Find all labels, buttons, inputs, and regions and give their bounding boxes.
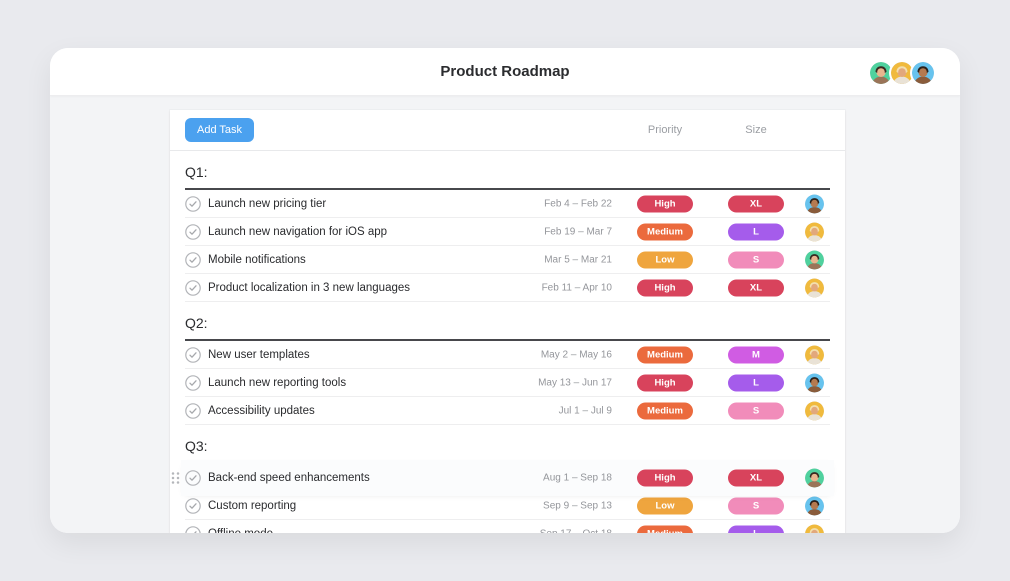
- task-row[interactable]: Launch new reporting tools May 13 – Jun 1…: [185, 369, 830, 397]
- roadmap-window: Product Roadmap Add Task Priority Size Q…: [50, 48, 960, 533]
- task-name[interactable]: Launch new reporting tools: [208, 376, 347, 389]
- priority-pill[interactable]: Medium: [637, 223, 693, 240]
- complete-check-icon[interactable]: [185, 279, 201, 296]
- complete-check-icon[interactable]: [185, 223, 201, 240]
- task-name[interactable]: Back-end speed enhancements: [208, 471, 370, 484]
- add-task-button[interactable]: Add Task: [185, 118, 255, 142]
- size-pill[interactable]: XL: [728, 279, 784, 296]
- section-label: Q3:: [185, 438, 208, 454]
- complete-check-icon[interactable]: [185, 525, 201, 533]
- assignee-avatar[interactable]: [805, 222, 824, 241]
- task-list-panel: Add Task Priority Size Q1: Launch new pri…: [170, 110, 845, 533]
- assignee-avatar[interactable]: [805, 496, 824, 515]
- size-pill[interactable]: S: [728, 251, 784, 268]
- priority-pill[interactable]: Medium: [637, 402, 693, 419]
- complete-check-icon[interactable]: [185, 497, 201, 514]
- assignee-avatar[interactable]: [805, 194, 824, 213]
- size-pill[interactable]: M: [728, 346, 784, 363]
- avatar[interactable]: [910, 60, 936, 86]
- task-row[interactable]: Accessibility updates Jul 1 – Jul 9 Medium…: [185, 397, 830, 425]
- complete-check-icon[interactable]: [185, 469, 201, 486]
- window-header: Product Roadmap: [50, 48, 960, 96]
- task-name[interactable]: Accessibility updates: [208, 404, 315, 417]
- priority-pill[interactable]: Medium: [637, 346, 693, 363]
- assignee-avatar[interactable]: [805, 373, 824, 392]
- size-column-header: Size: [745, 124, 767, 136]
- task-row[interactable]: Launch new pricing tier Feb 4 – Feb 22 Hig…: [185, 190, 830, 218]
- task-date-range[interactable]: Aug 1 – Sep 18: [543, 472, 612, 483]
- task-row[interactable]: New user templates May 2 – May 16 Medium M: [185, 341, 830, 369]
- team-avatar-stack: [868, 60, 936, 86]
- section-label: Q1:: [185, 164, 208, 180]
- assignee-avatar[interactable]: [805, 345, 824, 364]
- task-date-range[interactable]: Feb 19 – Mar 7: [544, 226, 612, 237]
- task-date-range[interactable]: Jul 1 – Jul 9: [558, 405, 612, 416]
- size-pill[interactable]: L: [728, 374, 784, 391]
- size-pill[interactable]: S: [728, 497, 784, 514]
- assignee-avatar[interactable]: [805, 250, 824, 269]
- size-pill[interactable]: XL: [728, 195, 784, 212]
- complete-check-icon[interactable]: [185, 346, 201, 363]
- section-divider: [185, 188, 830, 190]
- task-date-range[interactable]: Feb 11 – Apr 10: [541, 282, 612, 293]
- size-pill[interactable]: L: [728, 525, 784, 533]
- priority-pill[interactable]: High: [637, 374, 693, 391]
- task-date-range[interactable]: May 2 – May 16: [540, 349, 612, 360]
- priority-pill[interactable]: Low: [637, 497, 693, 514]
- task-date-range[interactable]: Feb 4 – Feb 22: [544, 198, 612, 209]
- priority-pill[interactable]: High: [637, 279, 693, 296]
- task-name[interactable]: Custom reporting: [208, 499, 297, 512]
- task-date-range[interactable]: Sep 9 – Sep 13: [543, 500, 612, 511]
- task-row[interactable]: Launch new navigation for iOS app Feb 19 …: [185, 218, 830, 246]
- size-pill[interactable]: L: [728, 223, 784, 240]
- task-name[interactable]: New user templates: [208, 348, 310, 361]
- task-row[interactable]: Custom reporting Sep 9 – Sep 13 Low S: [185, 492, 830, 520]
- priority-pill[interactable]: High: [637, 195, 693, 212]
- section-divider: [185, 339, 830, 341]
- drag-handle-icon[interactable]: [171, 471, 180, 484]
- task-date-range[interactable]: May 13 – Jun 17: [538, 377, 612, 388]
- section-divider: [185, 462, 830, 464]
- task-row[interactable]: Mobile notifications Mar 5 – Mar 21 Low S: [185, 246, 830, 274]
- size-pill[interactable]: XL: [728, 469, 784, 486]
- assignee-avatar[interactable]: [805, 278, 824, 297]
- task-row[interactable]: Offline mode Sep 17 – Oct 18 Medium L: [185, 520, 830, 533]
- assignee-avatar[interactable]: [805, 524, 824, 533]
- list-toolbar: Add Task Priority Size: [170, 110, 845, 151]
- complete-check-icon[interactable]: [185, 374, 201, 391]
- assignee-avatar[interactable]: [805, 401, 824, 420]
- task-row[interactable]: Product localization in 3 new languages F…: [185, 274, 830, 302]
- page-title: Product Roadmap: [440, 63, 570, 80]
- complete-check-icon[interactable]: [185, 402, 201, 419]
- window-body: Add Task Priority Size Q1: Launch new pri…: [50, 95, 960, 533]
- task-name[interactable]: Offline mode: [208, 528, 273, 534]
- priority-column-header: Priority: [647, 124, 683, 136]
- priority-pill[interactable]: Low: [637, 251, 693, 268]
- priority-pill[interactable]: Medium: [637, 525, 693, 533]
- task-row[interactable]: Back-end speed enhancements Aug 1 – Sep 1…: [171, 464, 830, 492]
- task-name[interactable]: Launch new pricing tier: [208, 197, 327, 210]
- priority-pill[interactable]: High: [637, 469, 693, 486]
- task-name[interactable]: Launch new navigation for iOS app: [208, 225, 388, 238]
- task-name[interactable]: Product localization in 3 new languages: [208, 281, 411, 294]
- section-label: Q2:: [185, 315, 208, 331]
- sections-container: Q1: Launch new pricing tier Feb 4 – Feb 22…: [170, 151, 845, 533]
- size-pill[interactable]: S: [728, 402, 784, 419]
- assignee-avatar[interactable]: [805, 468, 824, 487]
- task-name[interactable]: Mobile notifications: [208, 253, 306, 266]
- task-date-range[interactable]: Mar 5 – Mar 21: [544, 254, 612, 265]
- task-date-range[interactable]: Sep 17 – Oct 18: [497, 528, 612, 533]
- complete-check-icon[interactable]: [185, 251, 201, 268]
- complete-check-icon[interactable]: [185, 195, 201, 212]
